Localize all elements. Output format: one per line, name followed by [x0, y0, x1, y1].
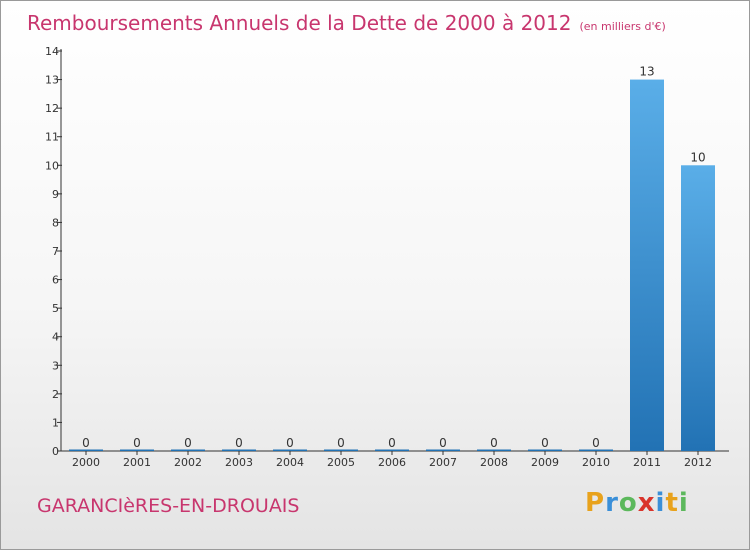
proxiti-logo: Proxiti [585, 488, 689, 518]
x-tick-label: 2011 [633, 456, 661, 469]
data-label: 0 [133, 436, 141, 450]
y-tick-label: 11 [45, 131, 59, 144]
y-tick-label: 10 [45, 159, 59, 172]
y-tick-label: 6 [52, 274, 59, 287]
bar [222, 449, 256, 451]
data-label: 0 [388, 436, 396, 450]
data-label: 0 [490, 436, 498, 450]
data-label: 10 [690, 150, 705, 164]
bar [426, 449, 460, 451]
x-tick-label: 2000 [72, 456, 100, 469]
logo-letter: i [655, 488, 666, 518]
chart-title-block: Remboursements Annuels de la Dette de 20… [27, 11, 666, 35]
y-tick-label: 2 [52, 388, 59, 401]
x-tick-label: 2006 [378, 456, 406, 469]
y-tick-label: 13 [45, 74, 59, 87]
chart-title: Remboursements Annuels de la Dette de 20… [27, 11, 572, 35]
y-tick-label: 4 [52, 331, 59, 344]
logo-letter: r [605, 488, 619, 518]
x-tick-label: 2003 [225, 456, 253, 469]
logo-letter: t [665, 488, 679, 518]
bar [120, 449, 154, 451]
bar [273, 449, 307, 451]
data-label: 0 [337, 436, 345, 450]
commune-name: GARANCIèRES-EN-DROUAIS [37, 495, 300, 517]
x-tick-label: 2007 [429, 456, 457, 469]
bar [375, 449, 409, 451]
data-label: 0 [439, 436, 447, 450]
data-label: 0 [235, 436, 243, 450]
y-tick-label: 3 [52, 359, 59, 372]
data-label: 0 [286, 436, 294, 450]
y-tick-label: 0 [52, 445, 59, 458]
data-label: 0 [541, 436, 549, 450]
y-tick-label: 7 [52, 245, 59, 258]
x-tick-label: 2004 [276, 456, 304, 469]
data-label: 0 [184, 436, 192, 450]
bar [681, 165, 715, 452]
data-label: 0 [82, 436, 90, 450]
bar [171, 449, 205, 451]
x-tick-label: 2008 [480, 456, 508, 469]
y-tick-label: 12 [45, 102, 59, 115]
x-tick-label: 2010 [582, 456, 610, 469]
y-tick-label: 8 [52, 216, 59, 229]
y-tick-label: 5 [52, 302, 59, 315]
x-tick-label: 2001 [123, 456, 151, 469]
bar [579, 449, 613, 451]
bar [69, 449, 103, 451]
logo-letter: o [618, 488, 638, 518]
bar [324, 449, 358, 451]
logo-letter: P [585, 488, 606, 518]
data-label: 13 [639, 65, 654, 79]
y-tick-label: 1 [52, 416, 59, 429]
bar [630, 79, 664, 452]
chart-unit: (en milliers d'€) [579, 20, 666, 33]
y-tick-label: 9 [52, 188, 59, 201]
logo-letter: x [637, 488, 656, 518]
bar [477, 449, 511, 451]
data-label: 0 [592, 436, 600, 450]
logo-letter: i [678, 488, 689, 518]
x-tick-label: 2012 [684, 456, 712, 469]
bar [528, 449, 562, 451]
x-tick-label: 2009 [531, 456, 559, 469]
x-tick-label: 2005 [327, 456, 355, 469]
x-tick-label: 2002 [174, 456, 202, 469]
y-tick-label: 14 [45, 45, 59, 58]
